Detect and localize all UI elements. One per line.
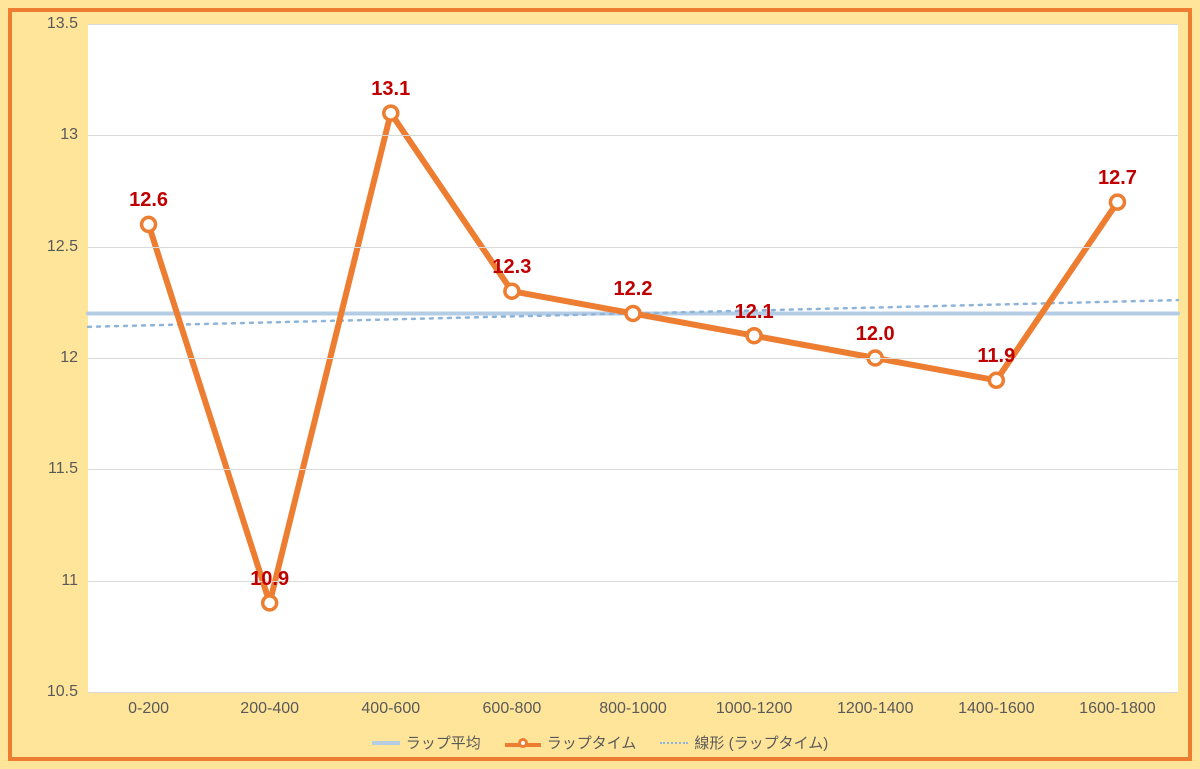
gridline [88,247,1178,248]
data-label: 12.2 [614,278,653,301]
xtick-label: 0-200 [128,700,169,718]
legend-label-avg: ラップ平均 [406,732,481,753]
plot-area: 10.51111.51212.51313.50-200200-400400-60… [88,24,1178,692]
data-label: 11.9 [977,345,1015,368]
data-label: 12.1 [735,301,774,324]
ytick-label: 12.5 [47,238,78,256]
ytick-label: 10.5 [47,683,78,701]
legend-label-lap: ラップタイム [547,732,637,753]
xtick-label: 1000-1200 [716,700,793,718]
ytick-label: 13 [60,126,78,144]
xtick-label: 1400-1600 [958,700,1035,718]
ytick-label: 12 [60,349,78,367]
xtick-label: 600-800 [483,700,542,718]
ytick-label: 11 [61,572,78,590]
xtick-label: 1200-1400 [837,700,914,718]
legend-swatch-trend [660,742,688,744]
gridline [88,469,1178,470]
ytick-label: 11.5 [48,460,78,478]
chart-outer: 10.5 11 11.5 12 12.5 13 13.5 0-200 200-400 400-60… [0,0,1200,769]
xtick-label: 1600-1800 [1079,700,1156,718]
legend-item-trend: 線形 (ラップタイム) [660,732,828,753]
data-label: 12.3 [492,256,531,279]
legend-label-trend: 線形 (ラップタイム) [694,732,828,753]
legend-swatch-lap [505,738,541,748]
legend: ラップ平均 ラップタイム 線形 (ラップタイム) [12,732,1188,753]
gridline [88,692,1178,693]
legend-item-lap: ラップタイム [505,732,637,753]
data-label: 12.0 [856,323,895,346]
data-label: 12.6 [129,189,168,212]
legend-swatch-avg [372,741,400,745]
xtick-label: 800-1000 [599,700,667,718]
xtick-label: 200-400 [240,700,299,718]
legend-swatch-lap-marker [518,738,528,748]
xtick-label: 400-600 [361,700,420,718]
data-label: 12.7 [1098,167,1137,190]
chart-frame: 10.5 11 11.5 12 12.5 13 13.5 0-200 200-400 400-60… [8,8,1192,761]
data-label: 13.1 [371,78,410,101]
data-label: 10.9 [250,568,289,591]
gridline [88,135,1178,136]
gridline [88,24,1178,25]
ytick-label: 13.5 [47,15,78,33]
legend-item-avg: ラップ平均 [372,732,481,753]
